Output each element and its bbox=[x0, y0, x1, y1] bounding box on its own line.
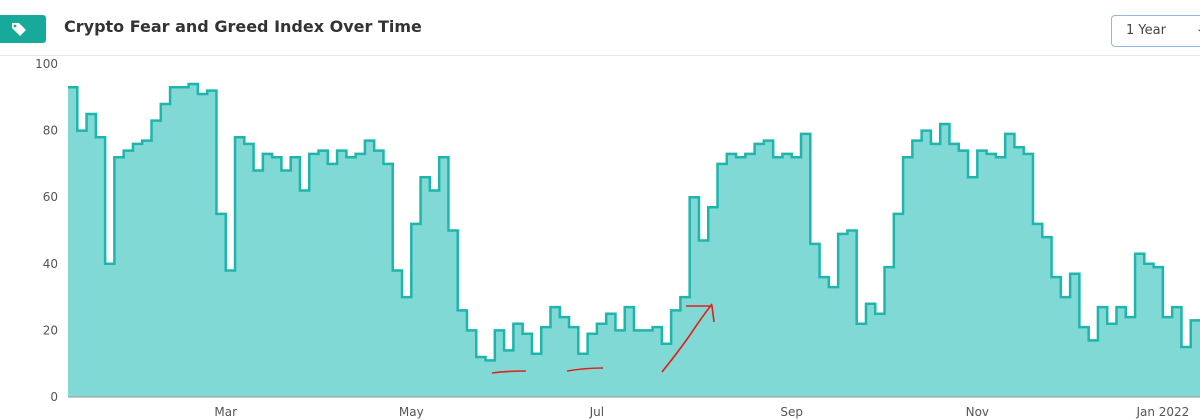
plot bbox=[68, 82, 1200, 397]
y-tick-label: 0 bbox=[50, 390, 58, 404]
y-tick-label: 60 bbox=[43, 190, 58, 204]
x-tick-label: Jul bbox=[589, 405, 604, 419]
scribble-arrow bbox=[661, 303, 715, 373]
area bbox=[68, 83, 1200, 397]
tag-icon bbox=[0, 15, 46, 43]
range-select[interactable]: 1 Year ⌄ bbox=[1111, 15, 1200, 47]
x-tick-label: Jan 2022 bbox=[1135, 405, 1189, 419]
x-tick-label: Nov bbox=[966, 405, 989, 419]
chart-title: Crypto Fear and Greed Index Over Time bbox=[64, 17, 422, 36]
x-tick-label: May bbox=[399, 405, 424, 419]
dropdown-caret: ⌄ bbox=[1196, 22, 1200, 35]
y-tick-label: 100 bbox=[35, 57, 58, 71]
y-tick-label: 40 bbox=[43, 257, 58, 271]
line bbox=[68, 82, 1200, 362]
tag-glyph bbox=[12, 23, 26, 36]
annotations bbox=[491, 303, 715, 374]
x-tick-label: Sep bbox=[780, 405, 803, 419]
range-select-label: 1 Year bbox=[1126, 23, 1166, 38]
y-tick-label: 80 bbox=[43, 124, 58, 138]
x-tick-label: Mar bbox=[214, 405, 237, 419]
divider bbox=[0, 55, 1200, 56]
y-tick-label: 20 bbox=[43, 323, 58, 337]
scribble bbox=[491, 370, 527, 374]
scribble bbox=[566, 367, 604, 372]
axes: 0 20 40 60 80 100 Mar May Jul Sep Nov Jan 2022 bbox=[35, 57, 1200, 419]
